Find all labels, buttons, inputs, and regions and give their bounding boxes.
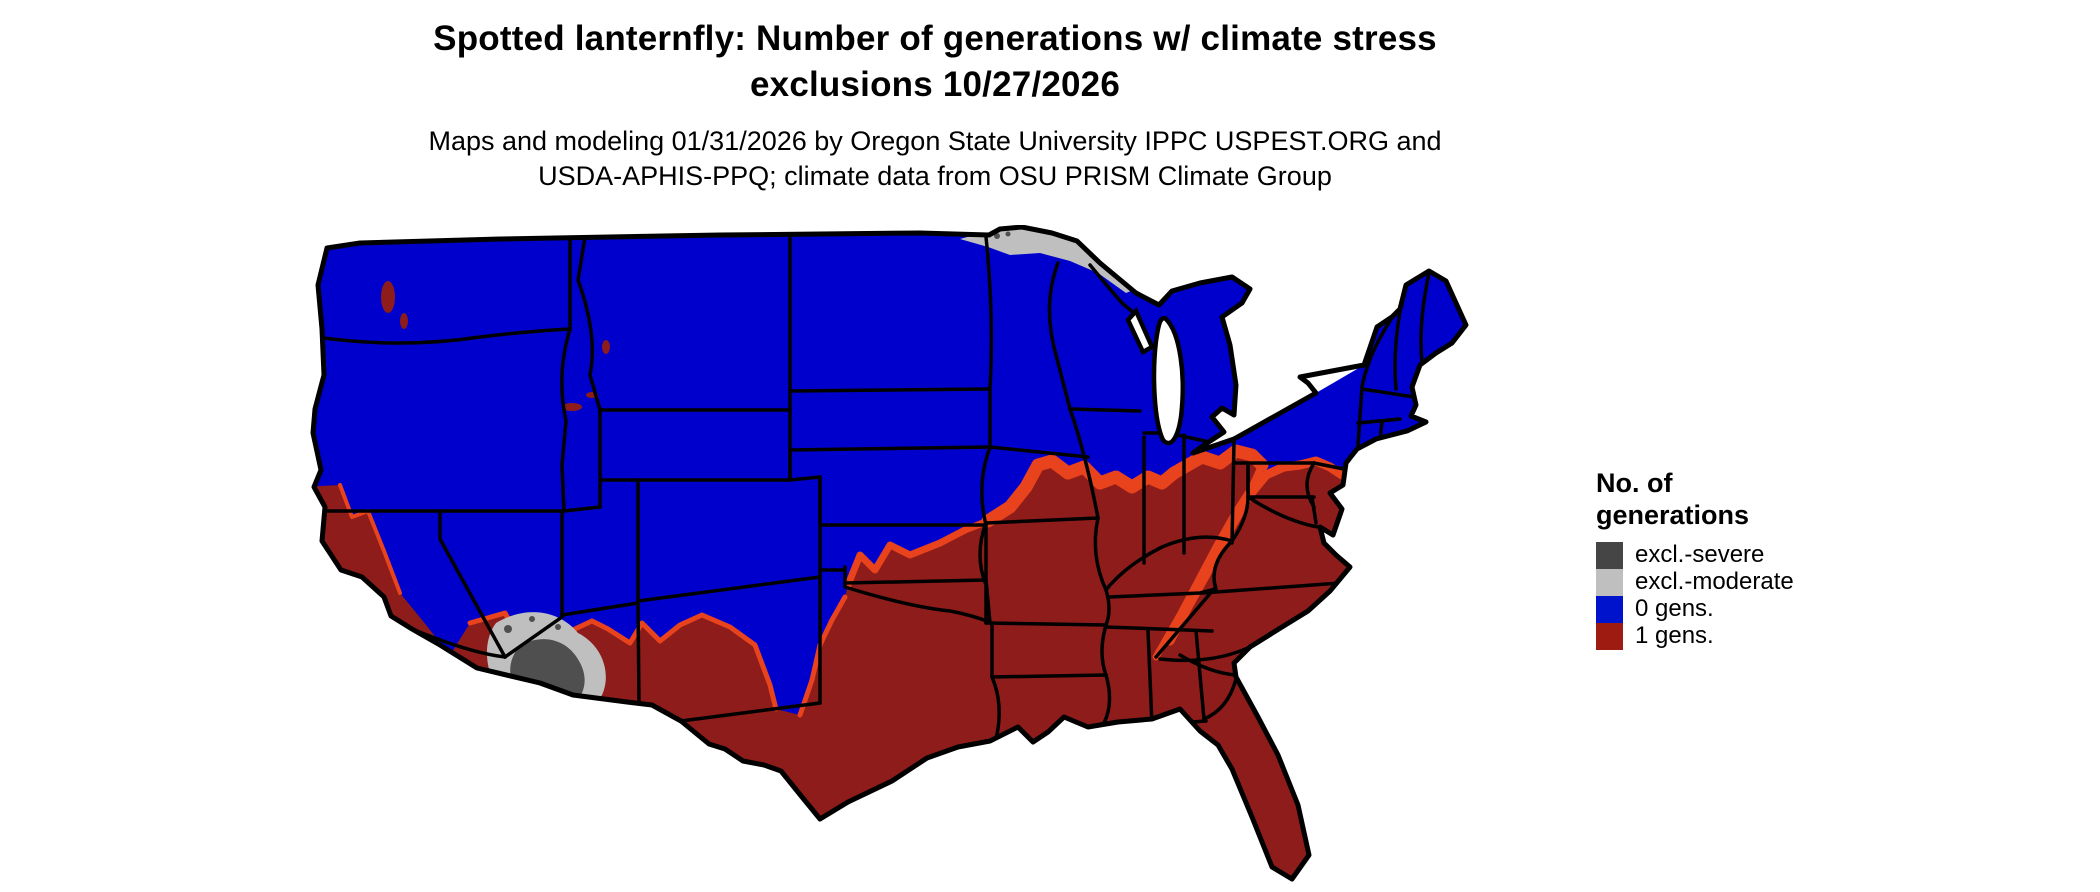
legend-label: excl.-severe	[1635, 541, 1765, 569]
state-borders	[313, 233, 1431, 741]
legend-swatch	[1596, 595, 1623, 623]
map-canvas	[310, 225, 1469, 882]
legend: No. of generations excl.-severe excl.-mod…	[1596, 468, 1926, 650]
northwest-red-speckles	[381, 281, 610, 411]
legend-label: 0 gens.	[1635, 595, 1714, 623]
great-lakes	[1125, 306, 1364, 446]
zone-excl-moderate-minnesota	[960, 227, 1136, 293]
legend-swatch	[1596, 541, 1623, 569]
subtitle: Maps and modeling 01/31/2026 by Oregon S…	[0, 124, 1870, 194]
legend-label: 1 gens.	[1635, 622, 1714, 650]
us-outline	[310, 225, 1469, 882]
legend-item: 1 gens.	[1596, 622, 1926, 650]
minnesota-severe-dots	[994, 231, 1011, 239]
title-line-1: Spotted lanternfly: Number of generation…	[433, 19, 1437, 58]
legend-item: 0 gens.	[1596, 595, 1926, 623]
subtitle-line-1: Maps and modeling 01/31/2026 by Oregon S…	[428, 126, 1442, 157]
subtitle-line-2: USDA-APHIS-PPQ; climate data from OSU PR…	[538, 161, 1332, 192]
legend-swatch	[1596, 622, 1623, 650]
green-bay	[1125, 306, 1155, 356]
legend-item: excl.-moderate	[1596, 568, 1926, 596]
figure-header: Spotted lanternfly: Number of generation…	[0, 16, 1870, 195]
legend-item: excl.-severe	[1596, 541, 1926, 569]
legend-items: excl.-severe excl.-moderate 0 gens. 1 gens.	[1596, 541, 1926, 650]
lake-michigan	[1151, 315, 1185, 446]
legend-swatch	[1596, 568, 1623, 596]
legend-title-line-2: generations	[1596, 499, 1750, 530]
lake-niagara-wedge	[1300, 365, 1364, 393]
us-map	[300, 225, 1600, 885]
legend-title-line-1: No. of	[1596, 468, 1673, 498]
legend-label: excl.-moderate	[1635, 568, 1794, 596]
title-line-2: exclusions 10/27/2026	[749, 65, 1120, 105]
